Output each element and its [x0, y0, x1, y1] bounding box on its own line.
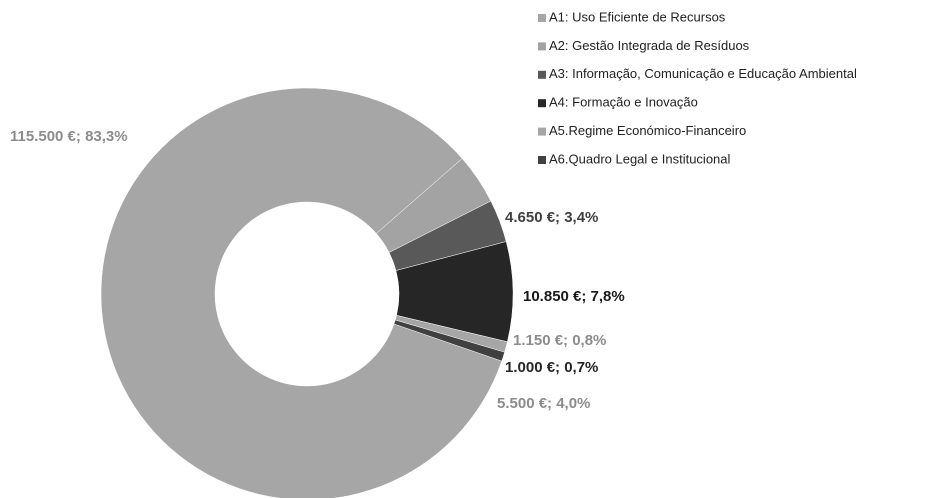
legend-label: A1: Uso Eficiente de Recursos [549, 9, 726, 24]
donut-slice [393, 319, 505, 362]
legend-label: A3: Informação, Comunicação e Educação A… [549, 66, 857, 81]
data-label: 10.850 €; 7,8% [523, 288, 625, 305]
legend-swatch [538, 127, 546, 136]
data-label: 1.150 €; 0,8% [513, 332, 606, 349]
legend-label: A6.Quadro Legal e Institucional [549, 151, 731, 166]
legend-swatch [538, 42, 546, 51]
legend-label: A5.Regime Económico-Financeiro [549, 123, 746, 138]
legend-swatch [538, 99, 546, 108]
legend-swatch [538, 156, 546, 164]
legend-label: A2: Gestão Integrada de Resíduos [549, 38, 750, 53]
data-label: 1.000 €; 0,7% [505, 359, 598, 376]
legend-swatch [538, 14, 546, 22]
legend-label: A4: Formação e Inovação [549, 95, 698, 110]
donut-slice [100, 87, 503, 498]
data-label: 115.500 €; 83,3% [10, 128, 128, 145]
data-label: 5.500 €; 4,0% [497, 395, 590, 412]
legend-swatch [538, 70, 546, 79]
data-label: 4.650 €; 3,4% [505, 209, 598, 226]
